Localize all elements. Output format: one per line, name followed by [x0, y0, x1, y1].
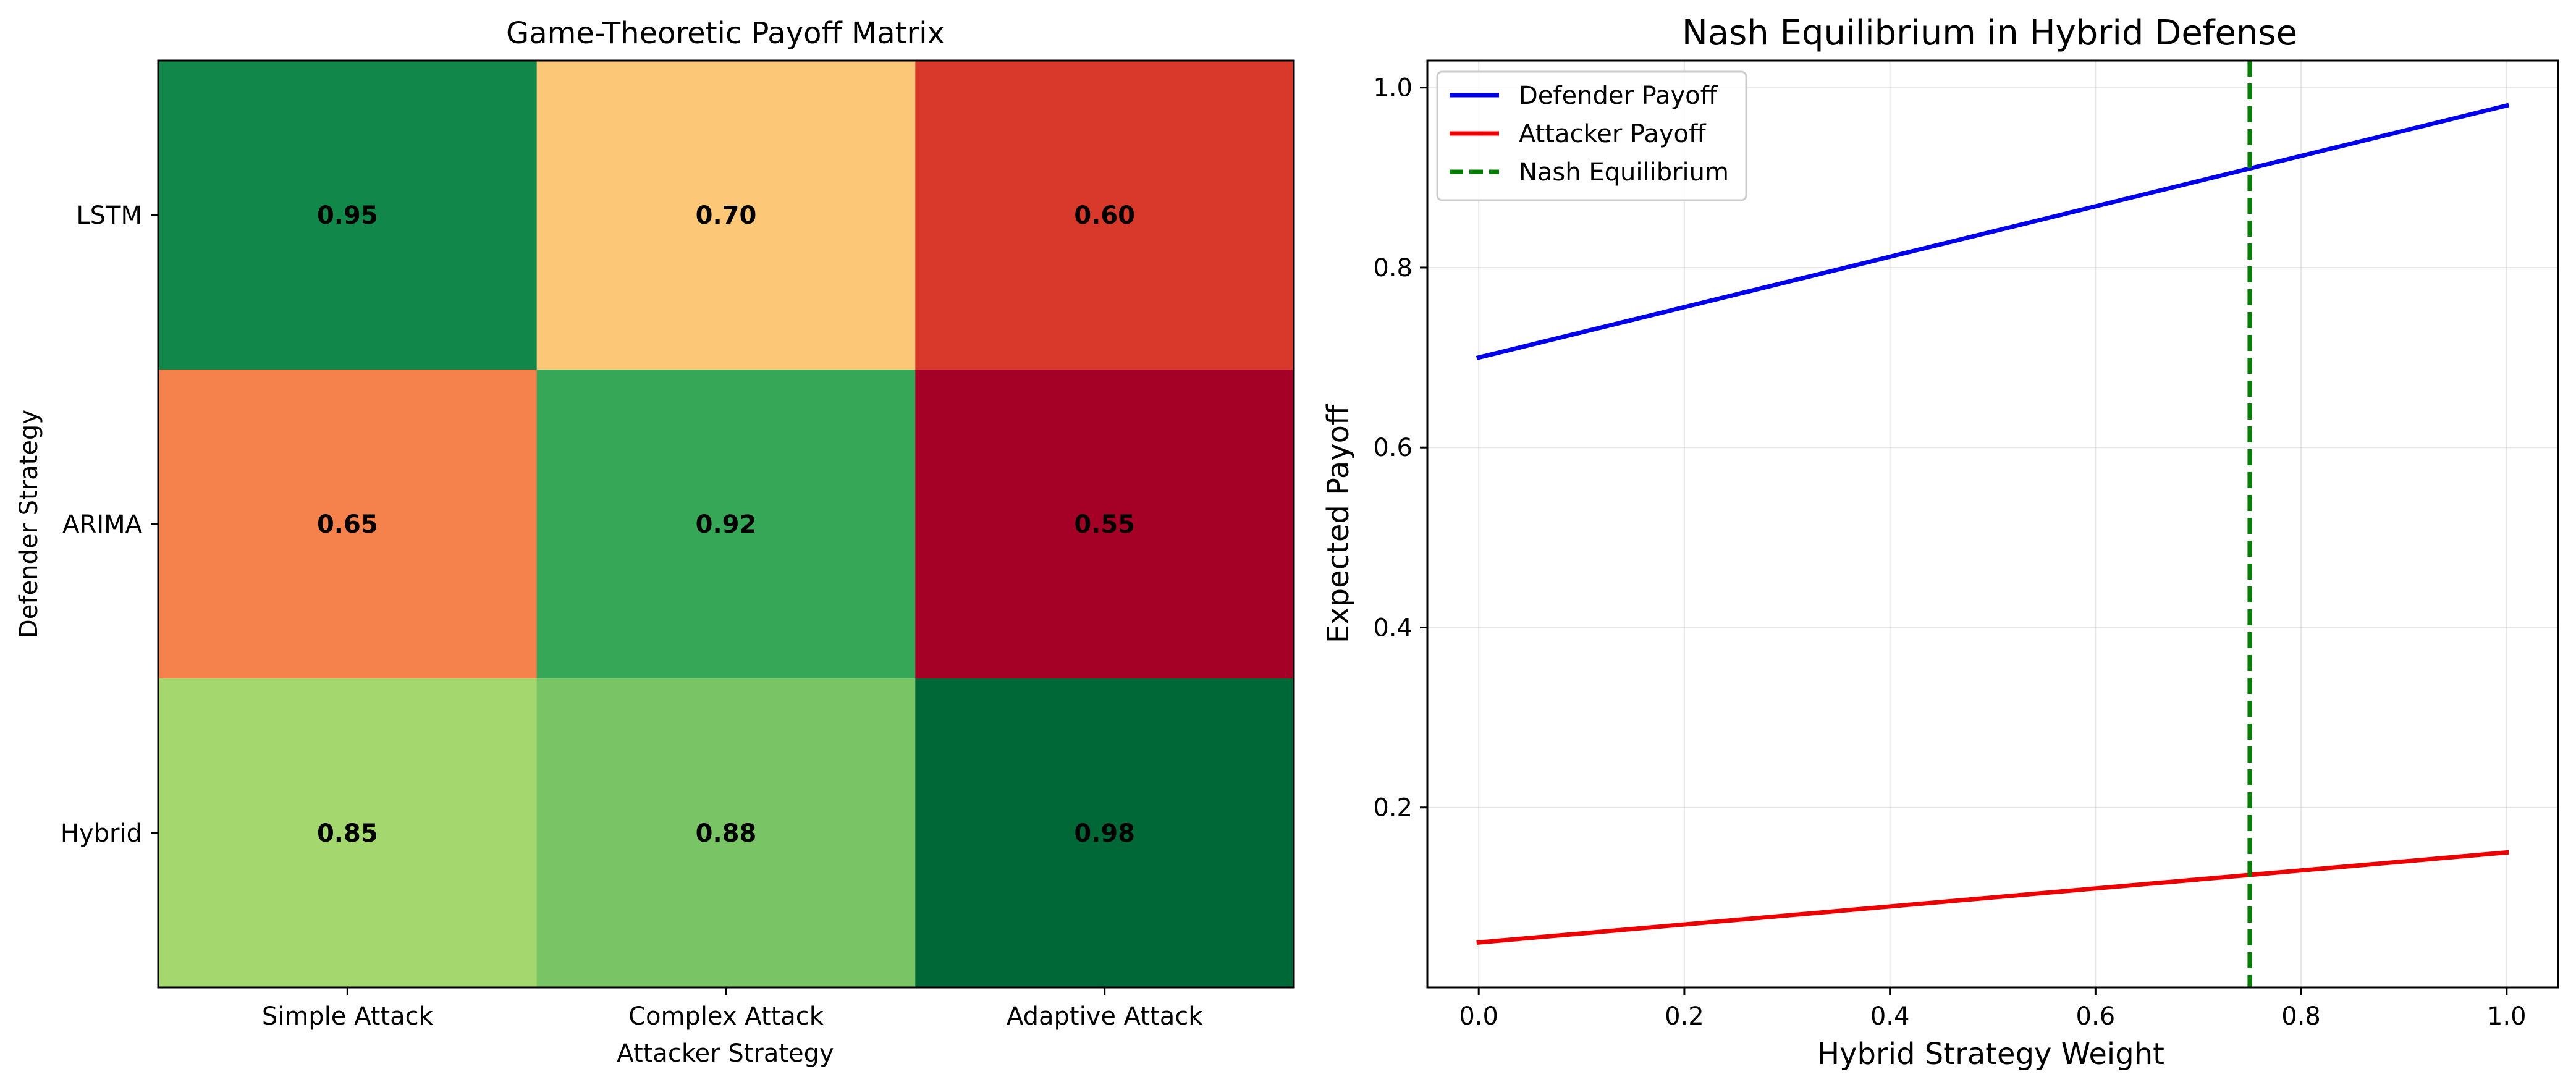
line-series	[1476, 61, 2510, 987]
heatmap-cell	[915, 61, 1294, 370]
line-x-tick-label: 0.0	[1459, 1002, 1498, 1031]
legend-box	[1436, 70, 1747, 201]
heatmap-cell-label: 0.92	[696, 510, 757, 539]
heatmap-cells	[158, 61, 1294, 988]
defender-payoff-line	[1476, 103, 2510, 360]
attacker-payoff-line	[1476, 850, 2509, 945]
legend-label: Nash Equilibrium	[1519, 158, 1729, 187]
heatmap-cell-label: 0.65	[317, 510, 378, 539]
heatmap-cell-label: 0.95	[317, 201, 378, 230]
line-chart-title: Nash Equilibrium in Hybrid Defense	[1682, 13, 2297, 53]
line-panel: Nash Equilibrium in Hybrid Defense 0.0 0.…	[1321, 13, 2559, 1071]
line-y-tick-label: 0.8	[1373, 254, 1413, 282]
line-x-axis-label: Hybrid Strategy Weight	[1817, 1037, 2164, 1071]
heatmap-cell-label: 0.85	[317, 819, 378, 848]
heatmap-cell	[915, 370, 1294, 679]
line-y-tick-label: 0.4	[1373, 614, 1413, 642]
heatmap-y-tick-label: Hybrid	[61, 819, 142, 848]
line-x-tick-label: 0.6	[2076, 1002, 2116, 1031]
line-y-tick-label: 0.2	[1373, 794, 1413, 822]
heatmap-cell-label: 0.98	[1074, 819, 1135, 848]
heatmap-panel: Game-Theoretic Payoff Matrix 0.95 0.70 0.6…	[15, 16, 1295, 1068]
heatmap-cell	[536, 678, 916, 988]
line-grid	[1427, 61, 2558, 987]
heatmap-x-tick-label: Adaptive Attack	[1007, 1002, 1203, 1031]
heatmap-cell-label: 0.88	[696, 819, 757, 848]
heatmap-y-tick-label: ARIMA	[62, 510, 142, 539]
legend-label: Attacker Payoff	[1519, 120, 1707, 148]
line-plot-frame	[1426, 59, 2559, 989]
heatmap-cell	[536, 61, 916, 370]
line-y-tick-label: 1.0	[1373, 74, 1413, 103]
line-y-tick-label: 0.6	[1373, 434, 1413, 462]
heatmap-x-tick-label: Simple Attack	[262, 1002, 434, 1031]
heatmap-cell-label: 0.55	[1074, 510, 1135, 539]
line-y-ticks: 0.2 0.4 0.6 0.8 1.0	[1373, 74, 1427, 822]
line-y-axis-label: Expected Payoff	[1321, 404, 1356, 643]
heatmap-cell	[915, 678, 1294, 988]
heatmap-cell	[158, 370, 538, 679]
heatmap-y-axis-label: Defender Strategy	[15, 410, 43, 638]
heatmap-y-ticks: LSTM ARIMA Hybrid	[61, 201, 158, 848]
heatmap-x-axis-label: Attacker Strategy	[617, 1039, 834, 1068]
line-x-ticks: 0.0 0.2 0.4 0.6 0.8 1.0	[1459, 987, 2527, 1031]
heatmap-cell-labels: 0.95 0.70 0.60 0.65 0.92 0.55 0.85 0.88 0.98	[317, 201, 1135, 848]
line-x-tick-label: 0.4	[1870, 1002, 1910, 1031]
heatmap-x-ticks: Simple Attack Complex Attack Adaptive Atta…	[262, 987, 1203, 1031]
heatmap-title: Game-Theoretic Payoff Matrix	[506, 16, 945, 51]
heatmap-x-tick-label: Complex Attack	[628, 1002, 824, 1031]
heatmap-cell	[158, 678, 538, 988]
line-legend: Defender Payoff Attacker Payoff Nash Equil…	[1436, 70, 1747, 201]
legend-label: Defender Payoff	[1519, 82, 1718, 110]
line-x-tick-label: 0.8	[2281, 1002, 2321, 1031]
heatmap-cell	[536, 370, 916, 679]
line-x-tick-label: 1.0	[2487, 1002, 2527, 1031]
heatmap-cell-label: 0.60	[1074, 201, 1135, 230]
heatmap-cell	[158, 61, 538, 370]
heatmap-cell-label: 0.70	[696, 201, 757, 230]
heatmap-y-tick-label: LSTM	[76, 201, 142, 230]
line-x-tick-label: 0.2	[1665, 1002, 1704, 1031]
